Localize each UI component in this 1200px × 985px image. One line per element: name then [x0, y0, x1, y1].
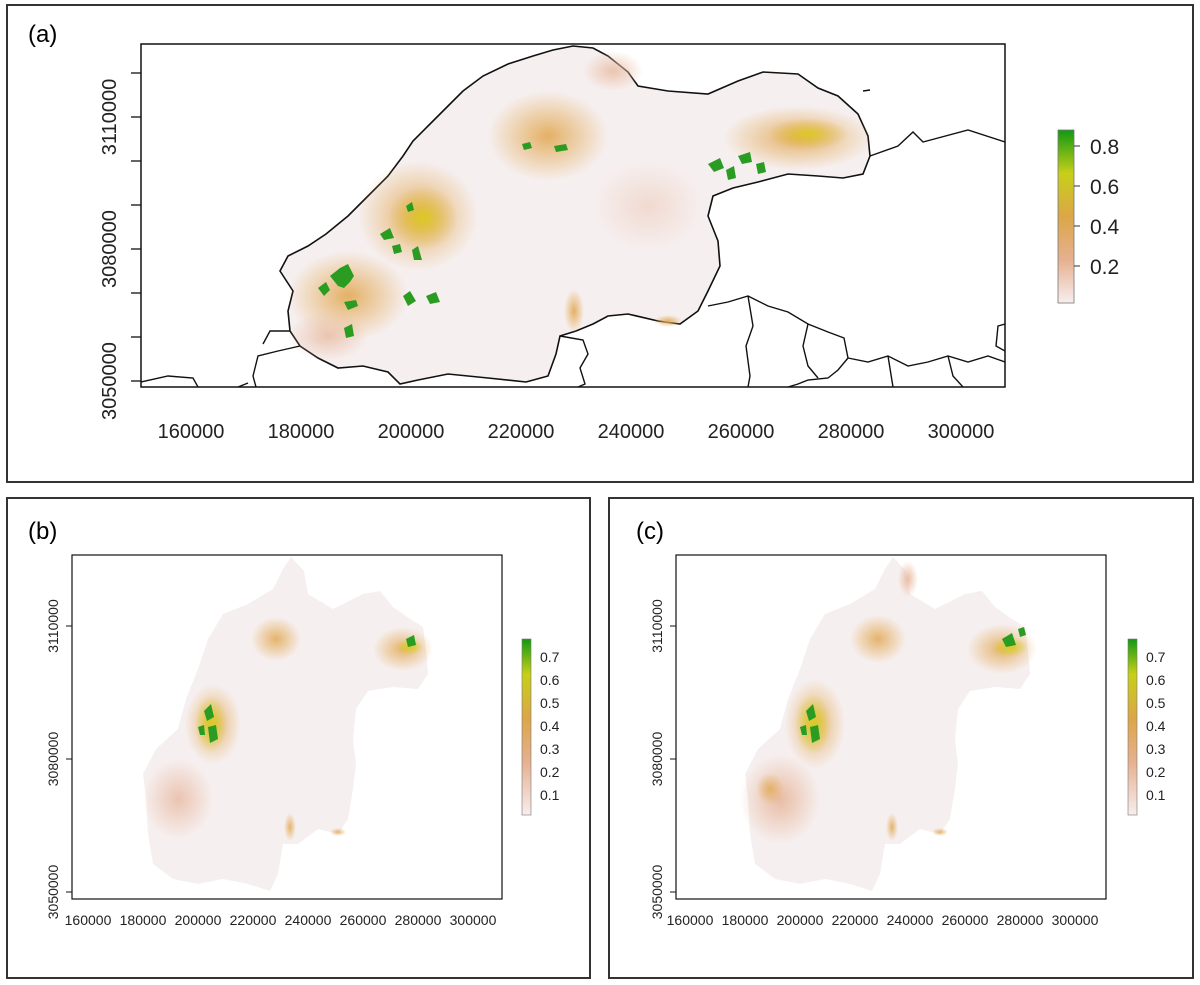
x-tick-a-5: 260000 — [708, 421, 775, 443]
legend-tick-a-0.8: 0.8 — [1090, 136, 1119, 159]
x-tick-a-2: 200000 — [378, 421, 445, 443]
y-tick-b-3110000: 3110000 — [45, 599, 61, 653]
x-tick-c-5: 260000 — [942, 912, 989, 928]
zone-c-south2 — [932, 828, 948, 836]
panel-a: (a) — [6, 4, 1194, 483]
high-suitability-patches-b — [198, 635, 416, 743]
y-tick-a-3050000: 3050000 — [99, 342, 121, 420]
zone-yellow-west — [388, 186, 458, 250]
legend-tick-c-0.5: 0.5 — [1146, 695, 1166, 711]
zone-c-north — [850, 615, 906, 663]
legend-b: 0.7 0.6 0.5 0.4 0.3 0.2 0.1 — [521, 638, 560, 816]
legend-tick-b-0.1: 0.1 — [540, 787, 560, 803]
x-axis-a: 160000 180000 200000 220000 240000 26000… — [158, 421, 995, 443]
legend-tick-c-0.1: 0.1 — [1146, 787, 1166, 803]
x-axis-b: 160000 180000 200000 220000 240000 26000… — [65, 912, 497, 928]
panel-c: (c) 3110000 3080000 3050000 160000 18000… — [608, 497, 1194, 979]
legend-colorbar-b — [521, 638, 532, 816]
legend-tick-b-0.2: 0.2 — [540, 764, 560, 780]
x-tick-b-5: 260000 — [340, 912, 387, 928]
panel-label-c: (c) — [636, 518, 664, 545]
map-c-svg: (c) 3110000 3080000 3050000 160000 18000… — [636, 518, 1166, 928]
zone-b-south — [284, 813, 296, 841]
legend-colorbar-a — [1057, 129, 1075, 304]
x-tick-b-2: 200000 — [175, 912, 222, 928]
y-tick-a-3110000: 3110000 — [99, 79, 121, 155]
legend-tick-a-0.2: 0.2 — [1090, 256, 1119, 279]
zone-c-west-yellow — [795, 694, 831, 754]
zone-b-north — [251, 617, 301, 661]
zone-pink-middle — [593, 161, 703, 251]
legend-tick-a-0.4: 0.4 — [1090, 216, 1120, 239]
x-tick-c-7: 300000 — [1052, 912, 1099, 928]
zone-b-south2 — [330, 828, 346, 836]
y-tick-c-3110000: 3110000 — [649, 599, 665, 653]
x-tick-b-3: 220000 — [230, 912, 277, 928]
legend-tick-b-0.3: 0.3 — [540, 741, 560, 757]
zone-c-south — [886, 813, 898, 841]
legend-tick-c-0.4: 0.4 — [1146, 718, 1166, 734]
zone-orange-south — [564, 289, 584, 333]
x-tick-a-6: 280000 — [818, 421, 885, 443]
legend-tick-b-0.7: 0.7 — [540, 649, 560, 665]
legend-c: 0.7 0.6 0.5 0.4 0.3 0.2 0.1 — [1127, 638, 1166, 816]
high-suitability-patches-a — [318, 142, 766, 338]
panel-b: (b) 3110000 3080000 3050000 160000 18000… — [6, 497, 591, 979]
x-tick-a-3: 220000 — [488, 421, 555, 443]
x-tick-c-2: 200000 — [777, 912, 824, 928]
x-tick-a-0: 160000 — [158, 421, 225, 443]
panel-label-a: (a) — [28, 21, 57, 48]
legend-tick-c-0.2: 0.2 — [1146, 764, 1166, 780]
study-area-b — [143, 557, 428, 891]
high-suitability-patches-c — [800, 627, 1026, 743]
x-tick-b-1: 180000 — [120, 912, 167, 928]
legend-tick-b-0.5: 0.5 — [540, 695, 560, 711]
x-tick-b-4: 240000 — [285, 912, 332, 928]
zone-c-east-yellow — [992, 637, 1028, 657]
legend-tick-a-0.6: 0.6 — [1090, 176, 1119, 199]
zone-b-west-yellow — [195, 696, 227, 752]
legend-tick-c-0.6: 0.6 — [1146, 672, 1166, 688]
y-tick-c-3050000: 3050000 — [649, 865, 665, 920]
x-axis-c: 160000 180000 200000 220000 240000 26000… — [667, 912, 1099, 928]
zone-yellow-east — [768, 118, 848, 150]
y-axis-b — [66, 625, 72, 893]
x-tick-a-1: 180000 — [268, 421, 335, 443]
x-tick-c-0: 160000 — [667, 912, 714, 928]
legend-colorbar-c — [1127, 638, 1138, 816]
zone-c-topright — [898, 561, 918, 597]
zone-pink-topright — [583, 51, 643, 91]
legend-tick-b-0.6: 0.6 — [540, 672, 560, 688]
legend-tick-b-0.4: 0.4 — [540, 718, 560, 734]
x-tick-a-7: 300000 — [928, 421, 995, 443]
y-tick-b-3080000: 3080000 — [45, 732, 61, 787]
zone-orange-south2 — [654, 315, 682, 327]
x-tick-a-4: 240000 — [598, 421, 665, 443]
map-b-svg: (b) 3110000 3080000 3050000 160000 18000… — [28, 518, 560, 928]
legend-tick-c-0.3: 0.3 — [1146, 741, 1166, 757]
x-tick-b-6: 280000 — [395, 912, 442, 928]
y-tick-b-3050000: 3050000 — [45, 865, 61, 920]
y-axis-c — [670, 625, 676, 893]
x-tick-c-4: 240000 — [887, 912, 934, 928]
legend-tick-c-0.7: 0.7 — [1146, 649, 1166, 665]
x-tick-b-0: 160000 — [65, 912, 112, 928]
zone-pink-southwest — [288, 311, 368, 361]
map-a-svg: (a) — [28, 21, 1120, 443]
zone-pink-north — [488, 91, 608, 181]
x-tick-c-6: 280000 — [997, 912, 1044, 928]
x-tick-b-7: 300000 — [450, 912, 497, 928]
y-axis-a — [131, 72, 141, 382]
zone-b-east-yellow — [396, 639, 424, 655]
x-tick-c-1: 180000 — [722, 912, 769, 928]
admin-boundaries-a — [141, 89, 1005, 387]
zone-c-sw-orange — [756, 773, 784, 805]
zone-b-sw — [143, 759, 213, 839]
panel-label-b: (b) — [28, 518, 57, 545]
x-tick-c-3: 220000 — [832, 912, 879, 928]
y-tick-a-3080000: 3080000 — [99, 210, 121, 288]
y-tick-c-3080000: 3080000 — [649, 732, 665, 787]
map-layer-a — [141, 45, 1005, 387]
legend-a: 0.8 0.6 0.4 0.2 — [1057, 129, 1120, 304]
